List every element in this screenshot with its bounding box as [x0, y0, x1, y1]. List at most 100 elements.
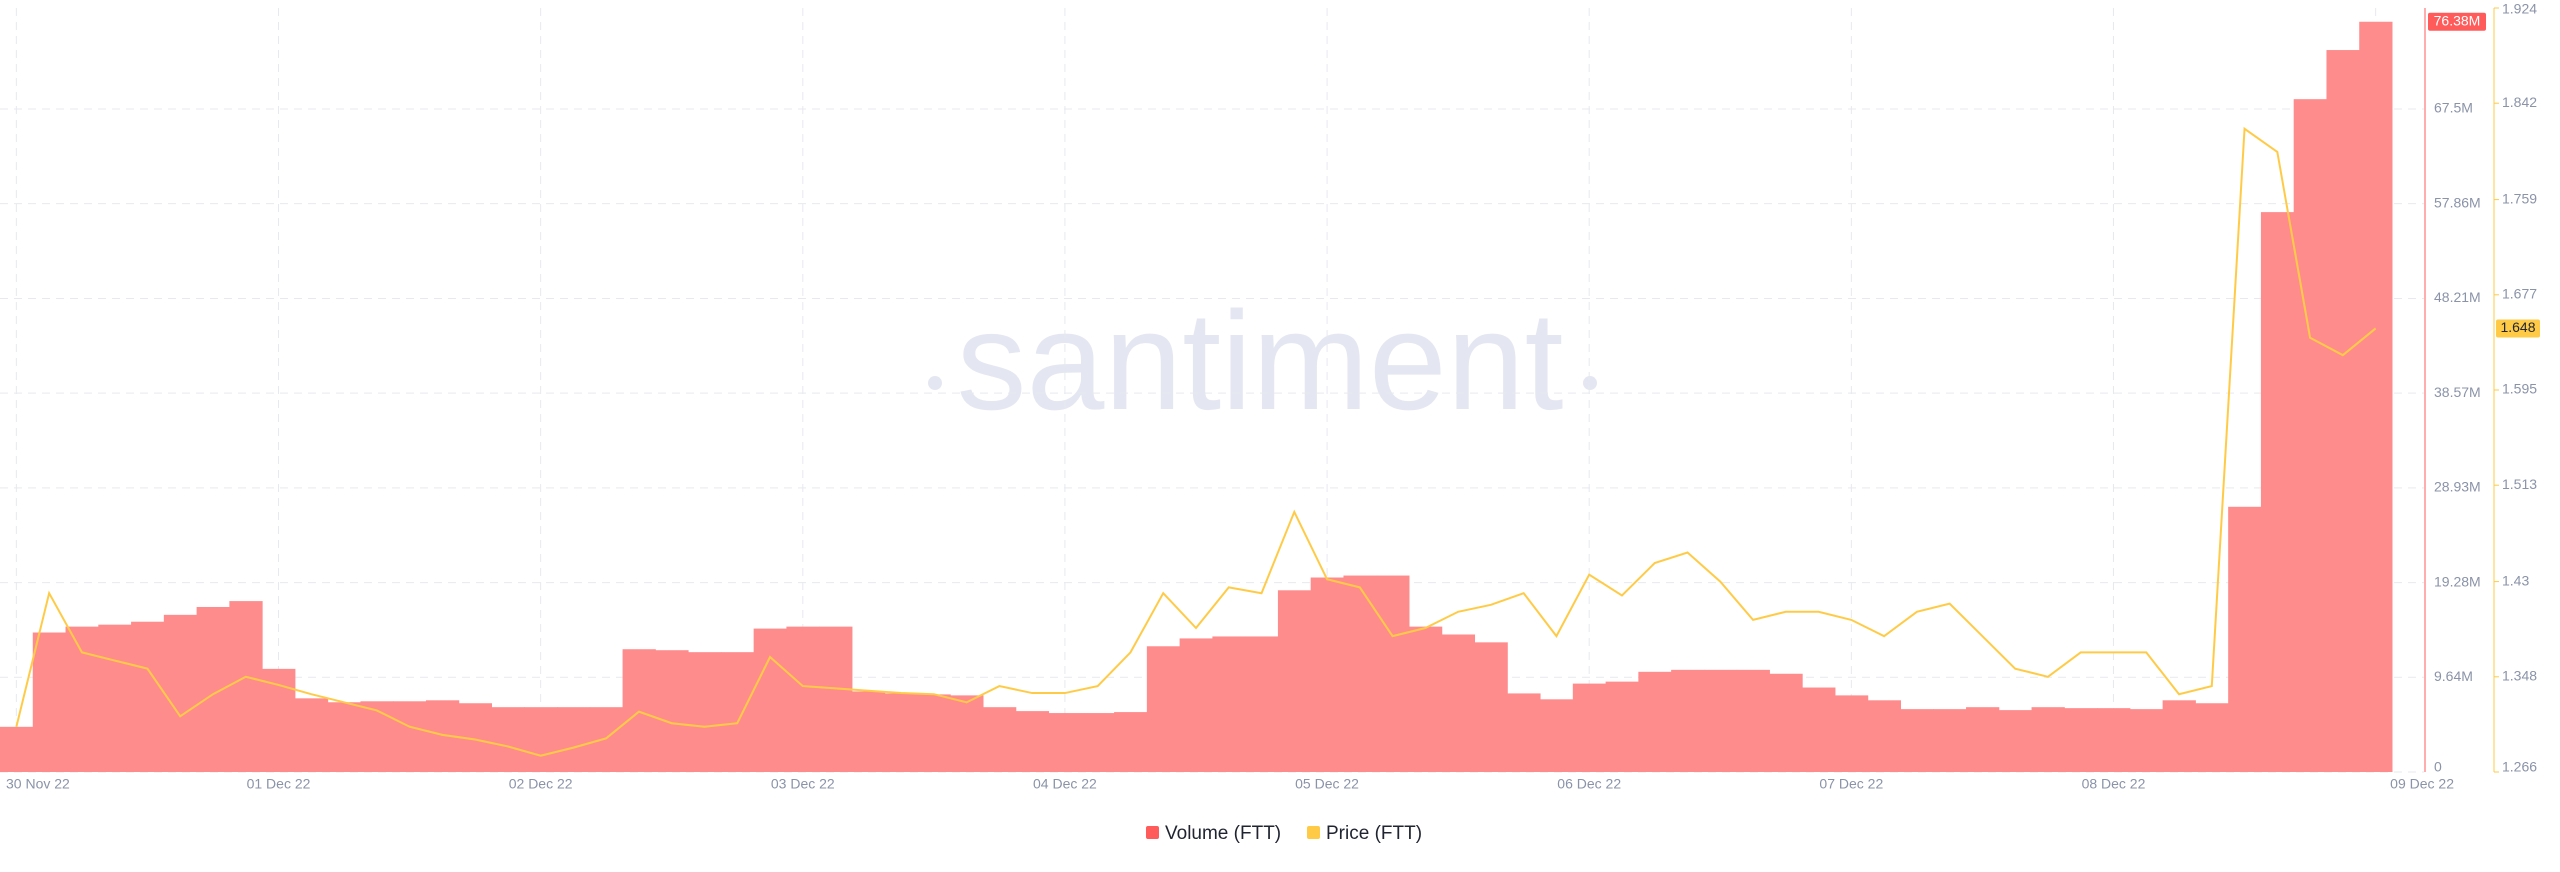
volume-bar: [163, 614, 198, 772]
volume-bar: [1114, 712, 1148, 772]
y2-tick-label: 1.266: [2502, 759, 2537, 775]
volume-bar: [524, 707, 558, 772]
y-tick-label: 67.5M: [2434, 100, 2473, 116]
volume-bar: [1245, 636, 1279, 772]
volume-bar: [2129, 709, 2164, 772]
x-tick-label: 04 Dec 22: [1033, 776, 1097, 792]
volume-bar: [360, 701, 394, 772]
volume-bar: [0, 726, 34, 772]
price-line: [15, 126, 2377, 757]
volume-bar: [1572, 683, 1607, 772]
volume-bar: [1834, 695, 1869, 772]
legend-label: Volume (FTT): [1165, 823, 1281, 844]
volume-bar: [1081, 713, 1115, 772]
y2-tick-label: 1.513: [2502, 476, 2537, 492]
volume-bar: [1212, 636, 1246, 772]
y-tick-label: 57.86M: [2434, 194, 2481, 210]
volume-bar: [622, 649, 656, 772]
y2-tick-label: 1.43: [2502, 572, 2529, 588]
volume-bar: [131, 621, 165, 772]
y2-tick-label: 1.677: [2502, 285, 2537, 301]
volume-bar: [1441, 634, 1476, 772]
x-tick-label: 01 Dec 22: [247, 776, 311, 792]
y-tick-label: 48.21M: [2434, 289, 2481, 305]
volume-bar: [2064, 708, 2098, 772]
y2-tick-label: 1.759: [2502, 190, 2537, 206]
current-volume-box: [2428, 12, 2486, 31]
volume-bar: [1671, 669, 1705, 772]
volume-bar: [720, 652, 755, 772]
x-tick-label: 09 Dec 22: [2390, 776, 2454, 792]
volume-bar: [1638, 671, 1672, 772]
volume-bar: [1343, 575, 1377, 772]
volume-bar: [98, 624, 132, 772]
y2-tick-label: 1.348: [2502, 667, 2537, 683]
volume-bar: [2228, 506, 2262, 772]
volume-bar: [688, 652, 722, 772]
volume-bar: [1736, 669, 1770, 772]
volume-bar: [1048, 713, 1082, 772]
volume-bar: [1408, 626, 1443, 772]
volume-bar: [1507, 693, 1541, 772]
volume-bar: [2097, 708, 2131, 772]
volume-bar: [327, 702, 361, 772]
x-tick-label: 05 Dec 22: [1295, 776, 1359, 792]
current-price-label: 1.648: [2500, 319, 2535, 335]
volume-bar: [1179, 638, 1213, 772]
volume-bar: [655, 650, 689, 772]
x-tick-label: 08 Dec 22: [2082, 776, 2146, 792]
volume-bar: [196, 606, 230, 772]
x-tick-label: 02 Dec 22: [509, 776, 573, 792]
watermark: santiment: [928, 282, 1597, 439]
volume-bar: [1998, 710, 2033, 772]
volume-bar: [557, 707, 591, 772]
volume-bar: [884, 693, 918, 772]
y2-tick-label: 1.595: [2502, 381, 2537, 397]
y-tick-label: 19.28M: [2434, 573, 2481, 589]
y2-tick-label: 1.842: [2502, 94, 2537, 110]
y-tick-label: 0: [2434, 759, 2442, 775]
volume-bar: [2031, 707, 2065, 772]
volume-bar: [819, 626, 853, 772]
volume-bar: [1703, 669, 1738, 772]
x-tick-label: 06 Dec 22: [1557, 776, 1621, 792]
volume-bar: [1966, 707, 2000, 772]
x-tick-label: 30 Nov 22: [6, 776, 70, 792]
volume-bar: [2260, 212, 2295, 772]
volume-bar: [65, 626, 99, 772]
y-tick-label: 38.57M: [2434, 384, 2481, 400]
volume-bar: [1376, 575, 1410, 772]
volume-bar: [983, 707, 1017, 772]
volume-bar: [2162, 700, 2196, 772]
volume-bar: [1540, 699, 1574, 772]
volume-bar: [786, 626, 820, 772]
watermark-dot: [928, 376, 942, 390]
x-tick-label: 07 Dec 22: [1819, 776, 1883, 792]
volume-bar: [917, 694, 951, 772]
y2-tick-label: 1.924: [2502, 1, 2537, 17]
volume-bar: [1310, 577, 1344, 772]
x-tick-label: 03 Dec 22: [771, 776, 835, 792]
volume-bar: [1146, 646, 1181, 772]
y-tick-label: 28.93M: [2434, 479, 2481, 495]
volume-bars: [0, 21, 2393, 773]
volume-bar: [294, 698, 329, 772]
y-tick-label: 9.64M: [2434, 668, 2473, 684]
volume-bar: [229, 601, 263, 772]
legend-swatch: [1146, 826, 1159, 839]
volume-bar: [2195, 703, 2229, 772]
volume-bar: [1802, 687, 1836, 772]
volume-bar: [2359, 21, 2393, 773]
volume-bar: [262, 668, 296, 772]
volume-bar: [1015, 711, 1050, 772]
volume-bar: [1769, 673, 1803, 772]
volume-bar: [2293, 99, 2327, 773]
volume-bar: [589, 707, 624, 772]
volume-bar: [851, 691, 886, 772]
current-volume-label: 76.38M: [2434, 12, 2481, 28]
volume-bar: [1474, 642, 1508, 772]
volume-bar: [1933, 709, 1967, 772]
volume-bar: [393, 701, 427, 772]
